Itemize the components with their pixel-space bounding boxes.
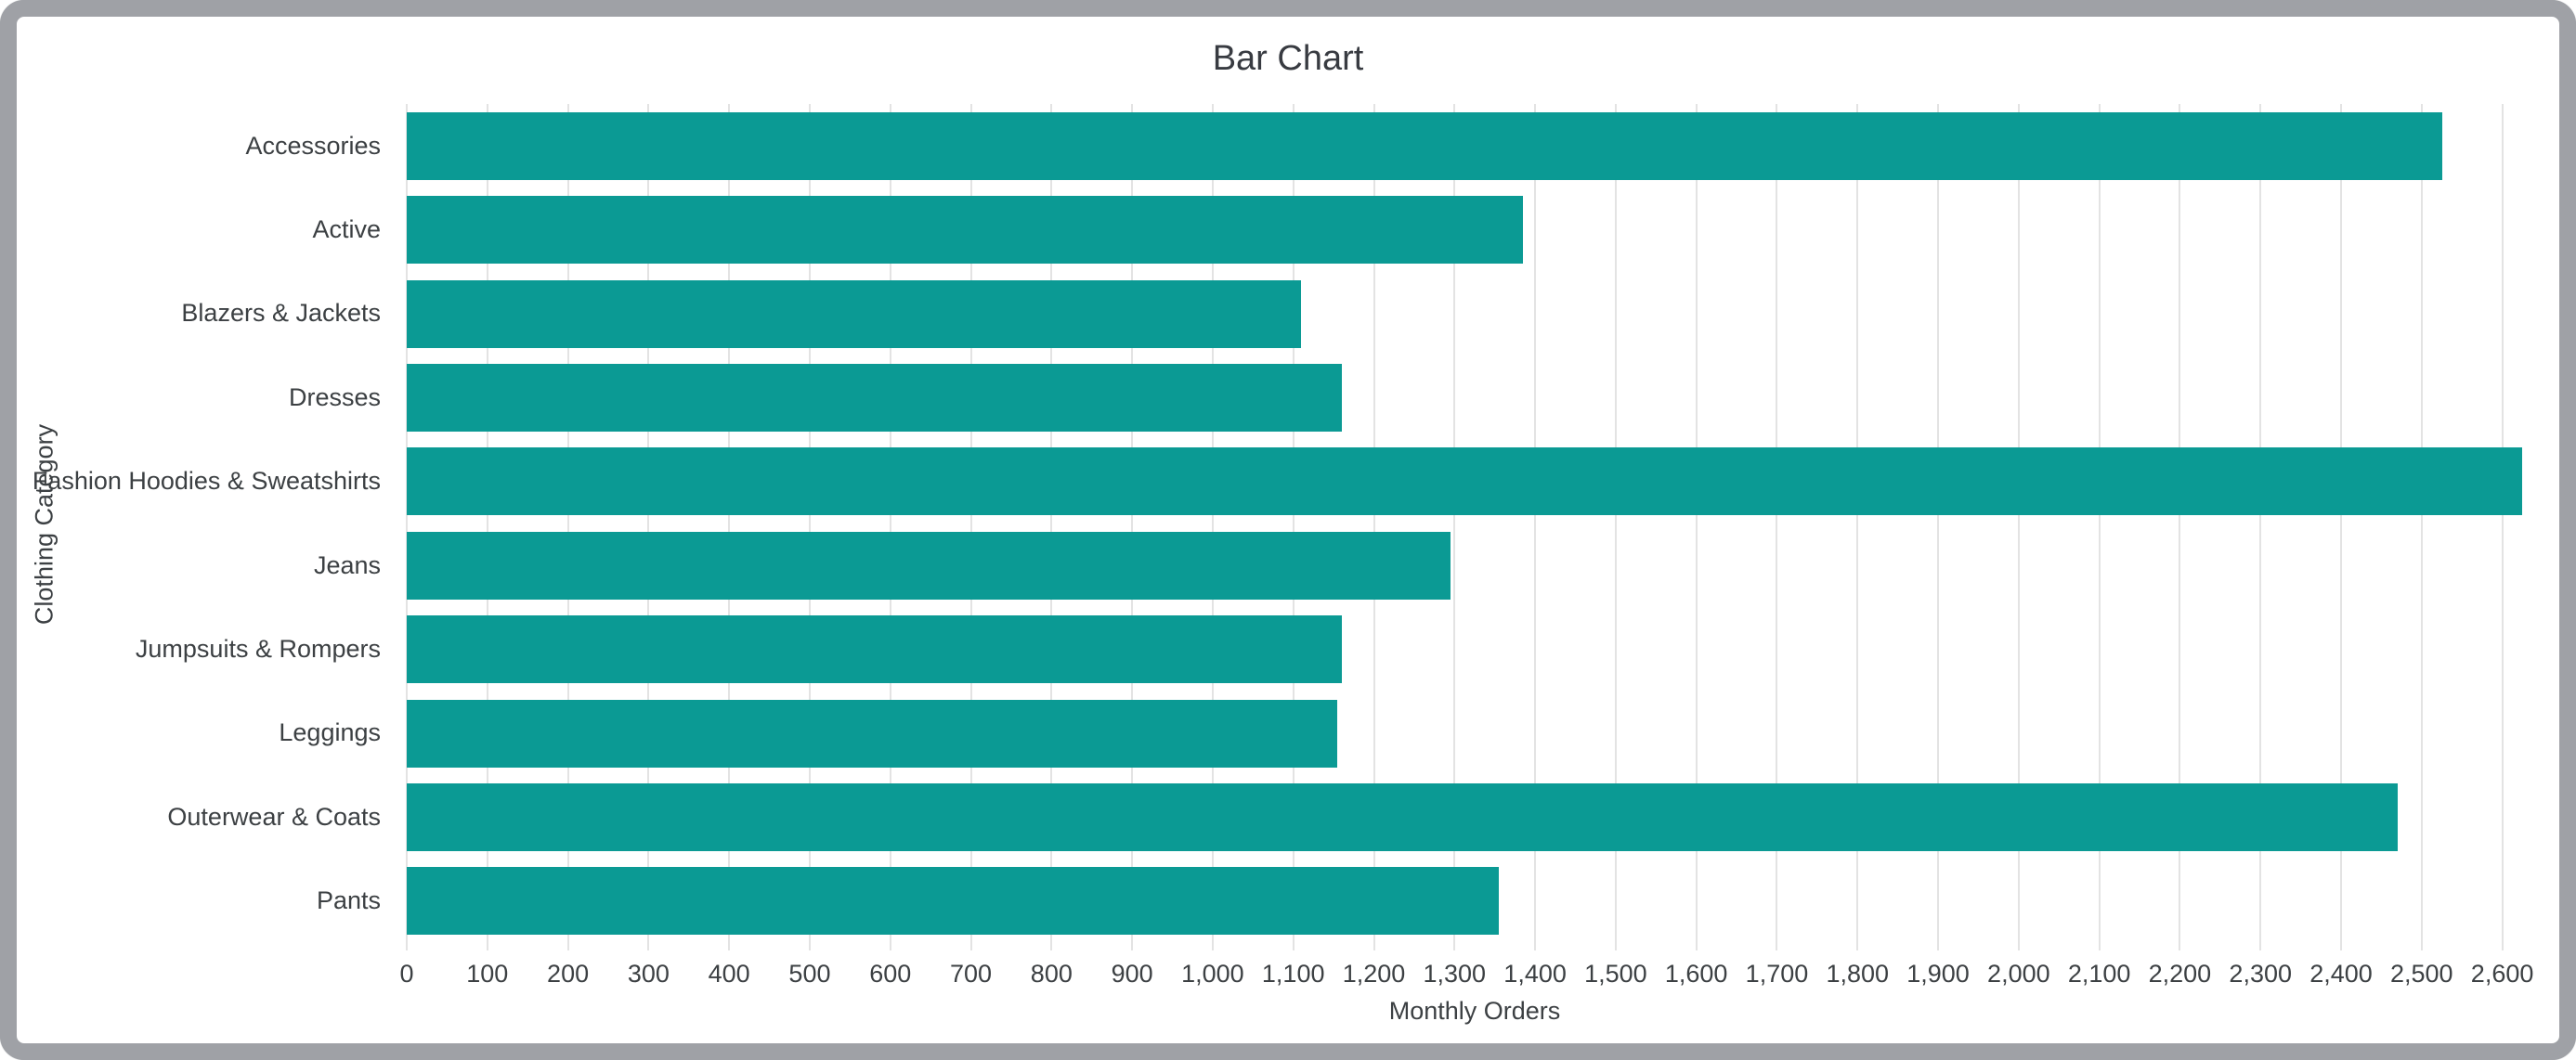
- bar: [407, 111, 2442, 180]
- gridline: [1534, 104, 1537, 950]
- bar: [407, 867, 1500, 936]
- gridline: [1131, 104, 1134, 950]
- category-label: Jumpsuits & Rompers: [135, 635, 381, 664]
- x-tick-label: 1,800: [1826, 960, 1890, 988]
- bar: [407, 363, 1342, 432]
- x-tick-label: 0: [399, 960, 414, 988]
- x-tick-label: 400: [708, 960, 750, 988]
- x-axis-title: Monthly Orders: [1388, 997, 1561, 1025]
- x-tick-label: 500: [788, 960, 831, 988]
- plot-area: [406, 104, 2543, 950]
- gridline: [2179, 104, 2181, 950]
- category-label: Dresses: [288, 382, 381, 411]
- x-tick-label: 1,300: [1423, 960, 1487, 988]
- category-label: Leggings: [279, 718, 381, 747]
- bar: [407, 447, 2523, 516]
- category-label: Pants: [316, 886, 381, 915]
- x-tick-label: 2,100: [2067, 960, 2131, 988]
- gridline: [406, 104, 408, 950]
- gridline: [2340, 104, 2343, 950]
- x-ticks-row: 0 100 200 300 400 500 600 700 800 900 1,000 1,100 1,…: [399, 958, 2543, 989]
- gridline: [1453, 104, 1456, 950]
- x-tick-label: 1,500: [1584, 960, 1647, 988]
- gridline: [2098, 104, 2101, 950]
- x-tick-label: 1,100: [1261, 960, 1325, 988]
- x-tick-label: 2,500: [2390, 960, 2453, 988]
- category-label: Active: [312, 215, 381, 244]
- gridline: [1292, 104, 1295, 950]
- gridline: [2259, 104, 2262, 950]
- gridline: [2420, 104, 2423, 950]
- gridline: [969, 104, 972, 950]
- bar: [407, 615, 1342, 684]
- x-tick-label: 300: [627, 960, 670, 988]
- gridline: [2017, 104, 2020, 950]
- x-tick-label: 900: [1111, 960, 1153, 988]
- category-label: Outerwear & Coats: [167, 802, 381, 831]
- bar: [407, 531, 1451, 600]
- category-label: Jeans: [313, 550, 381, 579]
- x-tick-label: 1,900: [1906, 960, 1970, 988]
- x-tick-label: 200: [547, 960, 590, 988]
- bar: [407, 782, 2398, 851]
- x-tick-label: 2,400: [2309, 960, 2373, 988]
- gridline: [808, 104, 811, 950]
- x-tick-label: 2,600: [2470, 960, 2534, 988]
- x-tick-label: 2,000: [1987, 960, 2050, 988]
- x-tick-label: 700: [950, 960, 993, 988]
- x-tick-label: 800: [1030, 960, 1073, 988]
- bar: [407, 196, 1524, 265]
- gridline: [647, 104, 650, 950]
- gridline: [889, 104, 891, 950]
- gridline: [1373, 104, 1375, 950]
- gridline: [1695, 104, 1698, 950]
- x-tick-label: 1,600: [1664, 960, 1728, 988]
- x-tick-label: 600: [869, 960, 912, 988]
- bar: [407, 279, 1302, 348]
- gridline: [2501, 104, 2504, 950]
- category-label: Fashion Hoodies & Sweatshirts: [32, 467, 381, 496]
- gridline: [1937, 104, 1940, 950]
- x-tick-label: 100: [466, 960, 509, 988]
- gridline: [1614, 104, 1617, 950]
- x-tick-label: 1,400: [1503, 960, 1567, 988]
- gridline: [1050, 104, 1053, 950]
- category-label: Accessories: [245, 131, 381, 160]
- gridline: [1211, 104, 1214, 950]
- gridlines-layer: [406, 104, 2543, 950]
- chart-title: Bar Chart: [1212, 39, 1364, 78]
- gridline: [1776, 104, 1778, 950]
- gridline: [566, 104, 569, 950]
- bars-layer: [407, 104, 2543, 943]
- x-tick-label: 2,200: [2148, 960, 2212, 988]
- bar: [407, 699, 1338, 768]
- x-tick-label: 1,000: [1181, 960, 1244, 988]
- gridline: [1856, 104, 1859, 950]
- x-tick-label: 2,300: [2229, 960, 2293, 988]
- category-label: Blazers & Jackets: [181, 299, 381, 328]
- gridline: [728, 104, 731, 950]
- x-tick-label: 1,200: [1342, 960, 1406, 988]
- y-labels-column: Accessories Active Blazers & Jackets Dresse…: [17, 104, 381, 943]
- gridline: [486, 104, 488, 950]
- x-tick-label: 1,700: [1745, 960, 1809, 988]
